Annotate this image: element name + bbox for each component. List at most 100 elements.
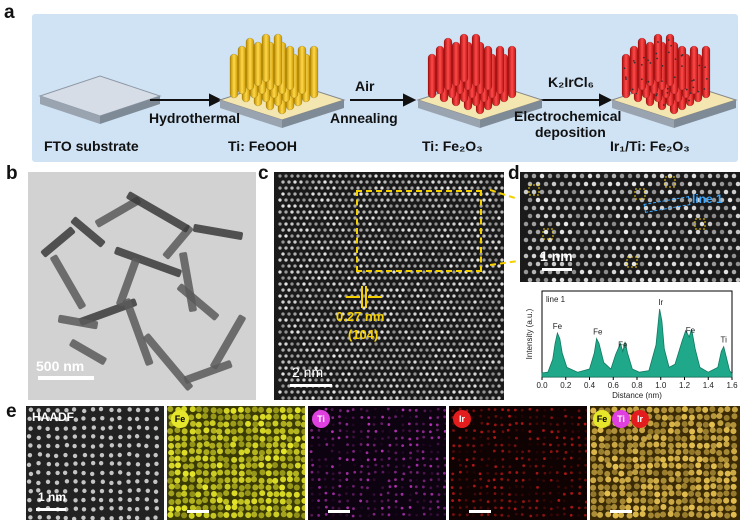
map-pixel bbox=[195, 413, 202, 420]
map-pixel bbox=[604, 456, 611, 463]
map-pixel bbox=[300, 449, 305, 456]
atom-column bbox=[455, 228, 459, 232]
map-pixel bbox=[387, 513, 391, 517]
map-pixel bbox=[330, 449, 334, 453]
atom-column bbox=[377, 180, 381, 184]
atom-column bbox=[383, 288, 387, 292]
map-pixel bbox=[28, 426, 33, 431]
atom-column bbox=[461, 348, 465, 352]
map-pixel bbox=[216, 462, 223, 469]
map-pixel bbox=[597, 427, 604, 434]
atom-column bbox=[446, 258, 450, 262]
map-pixel bbox=[195, 448, 202, 455]
atom-column bbox=[627, 173, 633, 179]
atom-column bbox=[317, 336, 321, 340]
atom-column bbox=[464, 222, 468, 226]
atom-column bbox=[392, 282, 396, 286]
map-pixel bbox=[555, 436, 559, 440]
atom-column bbox=[404, 282, 408, 286]
atom-column bbox=[452, 234, 456, 238]
map-pixel bbox=[265, 421, 272, 428]
map-pixel bbox=[294, 455, 301, 462]
atom-column bbox=[407, 192, 411, 196]
atom-column bbox=[683, 189, 689, 195]
map-pixel bbox=[237, 406, 244, 413]
atom-column bbox=[296, 222, 300, 226]
atom-column bbox=[437, 276, 441, 280]
atom-column bbox=[407, 288, 411, 292]
atom-column bbox=[335, 216, 339, 220]
map-pixel bbox=[597, 484, 604, 491]
map-pixel bbox=[266, 435, 273, 442]
map-pixel bbox=[716, 413, 723, 420]
atom-column bbox=[579, 205, 585, 211]
peak-label: Fe bbox=[593, 328, 603, 337]
atom-column bbox=[446, 366, 450, 370]
atom-column bbox=[428, 318, 432, 322]
map-pixel bbox=[667, 470, 674, 477]
map-pixel bbox=[238, 484, 245, 491]
map-pixel bbox=[611, 491, 618, 498]
map-pixel bbox=[675, 490, 682, 497]
map-pixel bbox=[486, 513, 490, 516]
atom-column bbox=[302, 318, 306, 322]
atom-column bbox=[443, 216, 447, 220]
atom-column bbox=[389, 348, 393, 352]
atom-column bbox=[643, 253, 649, 259]
atom-column bbox=[353, 384, 357, 388]
map-pixel bbox=[81, 497, 86, 503]
map-pixel bbox=[273, 407, 280, 414]
map-pixel bbox=[310, 429, 314, 432]
atom-column bbox=[619, 173, 625, 179]
map-pixel bbox=[682, 470, 689, 477]
atom-column bbox=[401, 396, 405, 400]
atom-column bbox=[323, 360, 327, 364]
map-pixel bbox=[402, 457, 406, 461]
map-pixel bbox=[548, 471, 552, 475]
map-pixel bbox=[167, 511, 174, 518]
atom-column bbox=[371, 312, 375, 316]
map-pixel bbox=[272, 505, 279, 512]
atom-column bbox=[476, 318, 480, 322]
atom-column bbox=[353, 360, 357, 364]
atom-column bbox=[329, 312, 333, 316]
map-pixel bbox=[317, 499, 320, 503]
atom-column bbox=[314, 222, 318, 226]
map-pixel bbox=[688, 414, 695, 421]
map-pixel bbox=[71, 516, 77, 520]
map-pixel bbox=[316, 470, 320, 474]
map-pixel bbox=[28, 471, 34, 477]
atom-column bbox=[335, 384, 339, 388]
atom-column bbox=[305, 204, 309, 208]
map-pixel bbox=[381, 470, 385, 474]
map-pixel bbox=[730, 428, 737, 435]
atom-column bbox=[338, 198, 342, 202]
tem-nanorod bbox=[116, 257, 140, 307]
atom-column bbox=[410, 174, 414, 178]
map-pixel bbox=[332, 492, 335, 496]
atom-column bbox=[401, 288, 405, 292]
atom-column bbox=[320, 246, 324, 250]
map-pixel bbox=[507, 514, 510, 518]
atom-column bbox=[341, 180, 345, 184]
atom-column bbox=[452, 306, 456, 310]
atom-column bbox=[615, 181, 621, 187]
atom-column bbox=[353, 264, 357, 268]
map-pixel bbox=[451, 472, 455, 476]
ir-atom-dot bbox=[647, 80, 650, 83]
map-pixel bbox=[436, 484, 439, 488]
atom-column bbox=[482, 366, 486, 370]
atom-column bbox=[407, 252, 411, 256]
map-pixel bbox=[28, 515, 33, 520]
atom-column bbox=[422, 186, 426, 190]
map-pixel bbox=[493, 499, 497, 503]
map-pixel bbox=[494, 472, 498, 476]
map-pixel bbox=[542, 414, 546, 418]
map-pixel bbox=[196, 462, 203, 469]
atom-column bbox=[353, 348, 357, 352]
map-pixel bbox=[279, 498, 286, 505]
atom-column bbox=[362, 330, 366, 334]
atom-column bbox=[329, 204, 333, 208]
map-pixel bbox=[487, 457, 491, 461]
map-pixel bbox=[338, 471, 342, 475]
